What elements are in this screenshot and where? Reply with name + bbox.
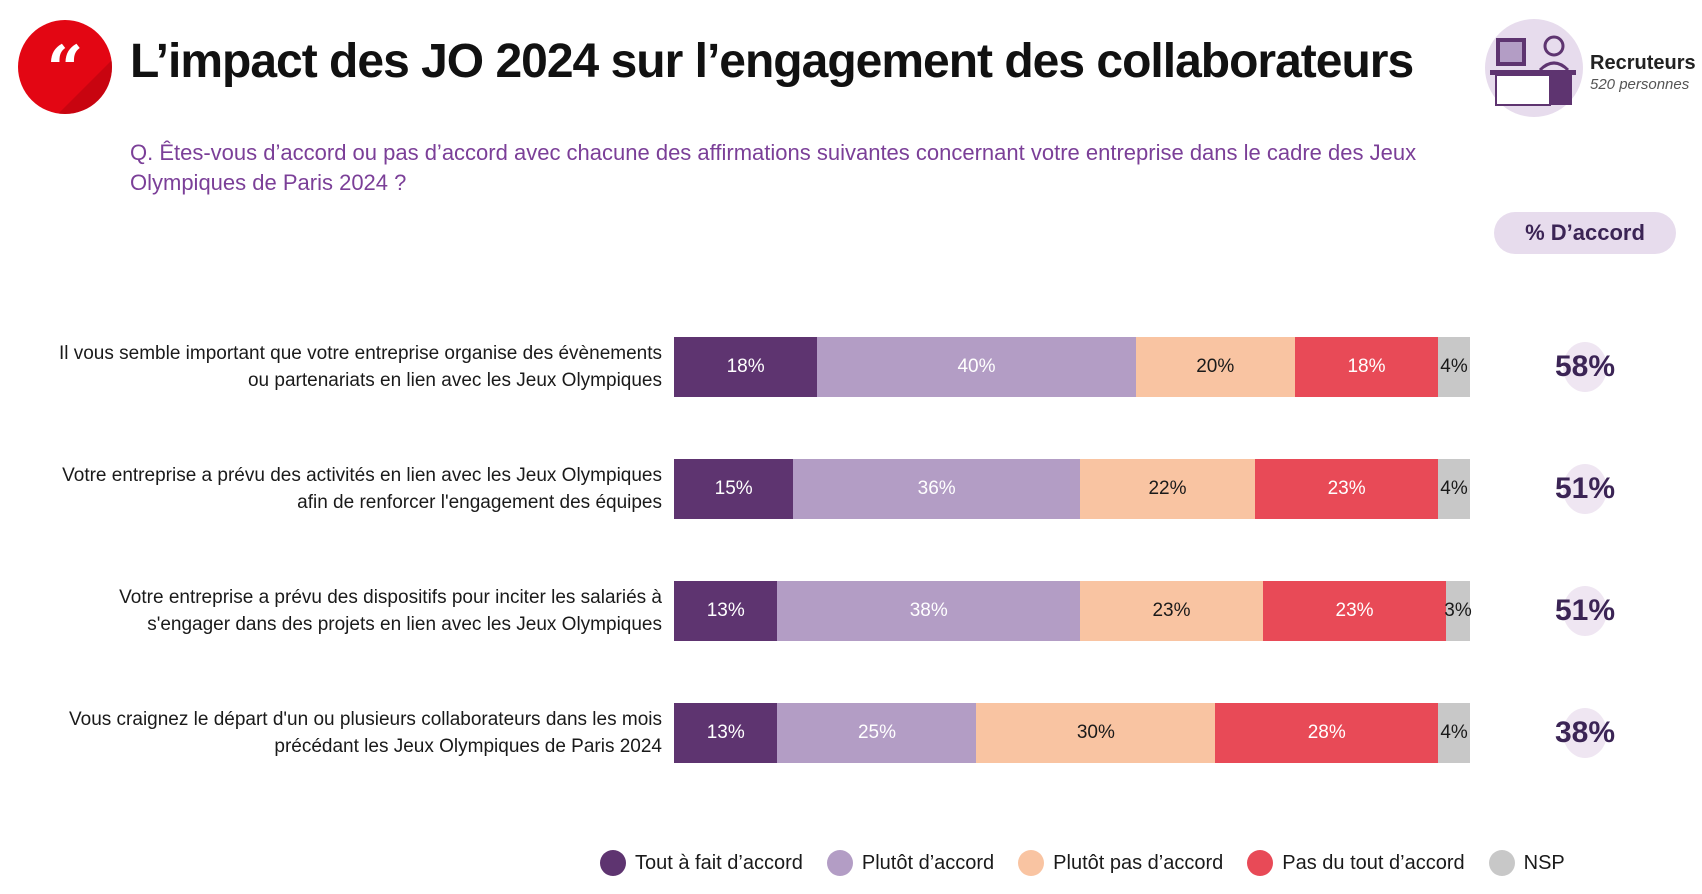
agree-total: 58% bbox=[1555, 342, 1615, 392]
stacked-bar: 13% 38% 23% 23% 3% bbox=[674, 581, 1472, 641]
category-label: Votre entreprise a prévu des activités e… bbox=[62, 465, 662, 513]
agree-total: 51% bbox=[1555, 586, 1615, 636]
quote-icon bbox=[58, 60, 112, 114]
chart-row: Vous craignez le départ d'un ou plusieur… bbox=[0, 703, 1702, 763]
legend-swatch bbox=[1018, 850, 1045, 876]
bar-segment: 3% bbox=[1444, 581, 1472, 641]
survey-question: Q. Êtes-vous d’accord ou pas d’accord av… bbox=[130, 140, 1417, 195]
bar-segment: 4% bbox=[1438, 337, 1470, 397]
bar-segment: 23% bbox=[1263, 581, 1447, 641]
legend-item: Plutôt d’accord bbox=[826, 850, 995, 876]
recruiter-desk-icon bbox=[1485, 19, 1583, 117]
agree-total: 38% bbox=[1555, 708, 1615, 758]
bar-segment: 25% bbox=[777, 703, 977, 763]
legend-item: NSP bbox=[1488, 850, 1565, 876]
bar-segment: 18% bbox=[1294, 337, 1439, 397]
agree-total-label: 51% bbox=[1554, 472, 1616, 505]
legend-swatch bbox=[1247, 850, 1274, 876]
quote-logo: “ bbox=[18, 20, 112, 114]
category-label: Vous craignez le départ d'un ou plusieur… bbox=[69, 709, 662, 757]
bar-segment: 20% bbox=[1135, 337, 1295, 397]
quote-glyph: “ bbox=[46, 32, 84, 107]
agree-total: 51% bbox=[1555, 464, 1615, 514]
agree-total-label: 51% bbox=[1554, 594, 1616, 627]
legend-item: Plutôt pas d’accord bbox=[1018, 850, 1223, 876]
agree-total-label: 58% bbox=[1554, 350, 1616, 383]
respondent-label: Recruteurs bbox=[1590, 52, 1696, 74]
bar-segment: 4% bbox=[1438, 459, 1470, 519]
legend-label: Plutôt pas d’accord bbox=[1053, 851, 1224, 874]
bar-segment: 40% bbox=[817, 337, 1136, 397]
stacked-bar: 18% 40% 20% 18% 4% bbox=[674, 337, 1470, 397]
category-label: Votre entreprise a prévu des dispositifs… bbox=[119, 587, 662, 635]
bar-segment: 23% bbox=[1079, 581, 1264, 641]
category-label: Il vous semble important que votre entre… bbox=[58, 343, 662, 391]
agree-total-bubble bbox=[1563, 708, 1607, 758]
chart-row: Il vous semble important que votre entre… bbox=[0, 337, 1702, 397]
bar-segment: 13% bbox=[674, 703, 778, 763]
stacked-bar: 13% 25% 30% 28% 4% bbox=[674, 703, 1470, 763]
bar-segment: 36% bbox=[793, 459, 1080, 519]
bar-segment: 28% bbox=[1215, 703, 1439, 763]
legend-label: Plutôt d’accord bbox=[861, 851, 995, 874]
respondent-box: Recruteurs 520 personnes bbox=[1484, 18, 1702, 118]
legend-swatch bbox=[600, 850, 626, 876]
chart-row: Votre entreprise a prévu des activités e… bbox=[0, 459, 1702, 519]
legend-label: Pas du tout d’accord bbox=[1282, 851, 1465, 874]
respondent-count: 520 personnes bbox=[1590, 76, 1690, 93]
chart-legend: Tout à fait d’accord Plutôt d’accord Plutô… bbox=[600, 848, 1589, 878]
bar-segment: 30% bbox=[976, 703, 1216, 763]
page-title: L’impact des JO 2024 sur l’engagement de… bbox=[130, 35, 1414, 88]
bar-segment: 23% bbox=[1255, 459, 1439, 519]
agree-total-bubble bbox=[1563, 464, 1607, 514]
stacked-bar: 15% 36% 22% 23% 4% bbox=[674, 459, 1470, 519]
bar-segment: 4% bbox=[1438, 703, 1470, 763]
legend-label: NSP bbox=[1523, 851, 1565, 874]
agree-header-pill: % D’accord bbox=[1494, 212, 1676, 254]
agree-total-bubble bbox=[1563, 342, 1607, 392]
legend-swatch bbox=[826, 850, 853, 876]
bar-segment: 18% bbox=[674, 337, 818, 397]
bar-segment: 38% bbox=[777, 581, 1080, 641]
chart-row: Votre entreprise a prévu des dispositifs… bbox=[0, 581, 1702, 641]
bar-segment: 22% bbox=[1079, 459, 1256, 519]
agree-total-label: 38% bbox=[1554, 716, 1616, 749]
bar-segment: 13% bbox=[674, 581, 778, 641]
legend-item: Tout à fait d’accord bbox=[600, 850, 803, 876]
legend-item: Pas du tout d’accord bbox=[1247, 850, 1465, 876]
legend-label: Tout à fait d’accord bbox=[635, 851, 803, 874]
legend-swatch bbox=[1488, 850, 1515, 876]
agree-total-bubble bbox=[1563, 586, 1607, 636]
bar-segment: 15% bbox=[674, 459, 794, 519]
